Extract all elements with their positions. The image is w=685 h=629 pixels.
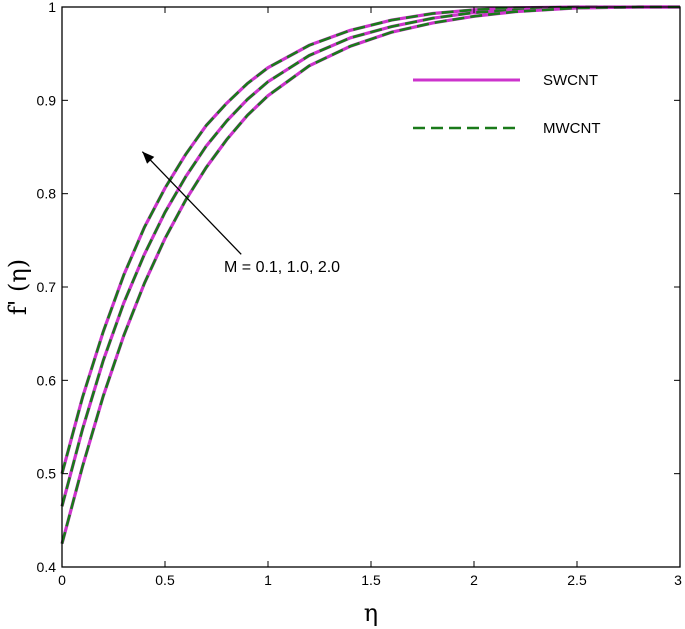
series-line-mwcnt-m0-1 — [60, 5, 680, 475]
annotation-label: M = 0.1, 1.0, 2.0 — [224, 259, 340, 276]
axes-group: 0 0.5 1 1.5 2 2.5 3 0.4 0.5 0.6 0.7 0.8 0.9 1 — [37, 0, 683, 588]
y-axis-label: f' (η) — [4, 259, 32, 315]
x-tick-label: 0.5 — [155, 572, 175, 588]
series-line-mwcnt-m1-0 — [60, 5, 680, 507]
annotation: M = 0.1, 1.0, 2.0 — [141, 151, 340, 276]
y-tick-label: 0.8 — [37, 186, 57, 202]
y-tick-label: 0.4 — [37, 559, 57, 575]
x-tick-label: 0 — [58, 572, 66, 588]
x-tick-label: 3 — [674, 572, 682, 588]
legend-label-mwcnt: MWCNT — [543, 120, 600, 137]
y-tick-label: 0.7 — [37, 279, 57, 295]
legend-label-swcnt: SWCNT — [543, 72, 598, 89]
y-tick-label: 0.9 — [37, 92, 57, 108]
y-tick-label: 0.5 — [37, 466, 57, 482]
x-tick-label: 2.5 — [567, 572, 587, 588]
series-group — [60, 5, 680, 545]
x-tick-label: 1 — [264, 572, 272, 588]
x-axis-label: η — [364, 599, 378, 627]
y-tick-label: 1 — [48, 0, 56, 15]
plot-frame — [61, 6, 681, 568]
legend: SWCNT MWCNT — [413, 72, 600, 137]
series-line-mwcnt-m2-0 — [60, 5, 680, 545]
annotation-arrow — [141, 151, 242, 255]
x-tick-label: 1.5 — [361, 572, 381, 588]
y-tick-label: 0.6 — [37, 372, 57, 388]
annotation-arrowhead — [142, 151, 155, 164]
x-tick-label: 2 — [470, 572, 478, 588]
